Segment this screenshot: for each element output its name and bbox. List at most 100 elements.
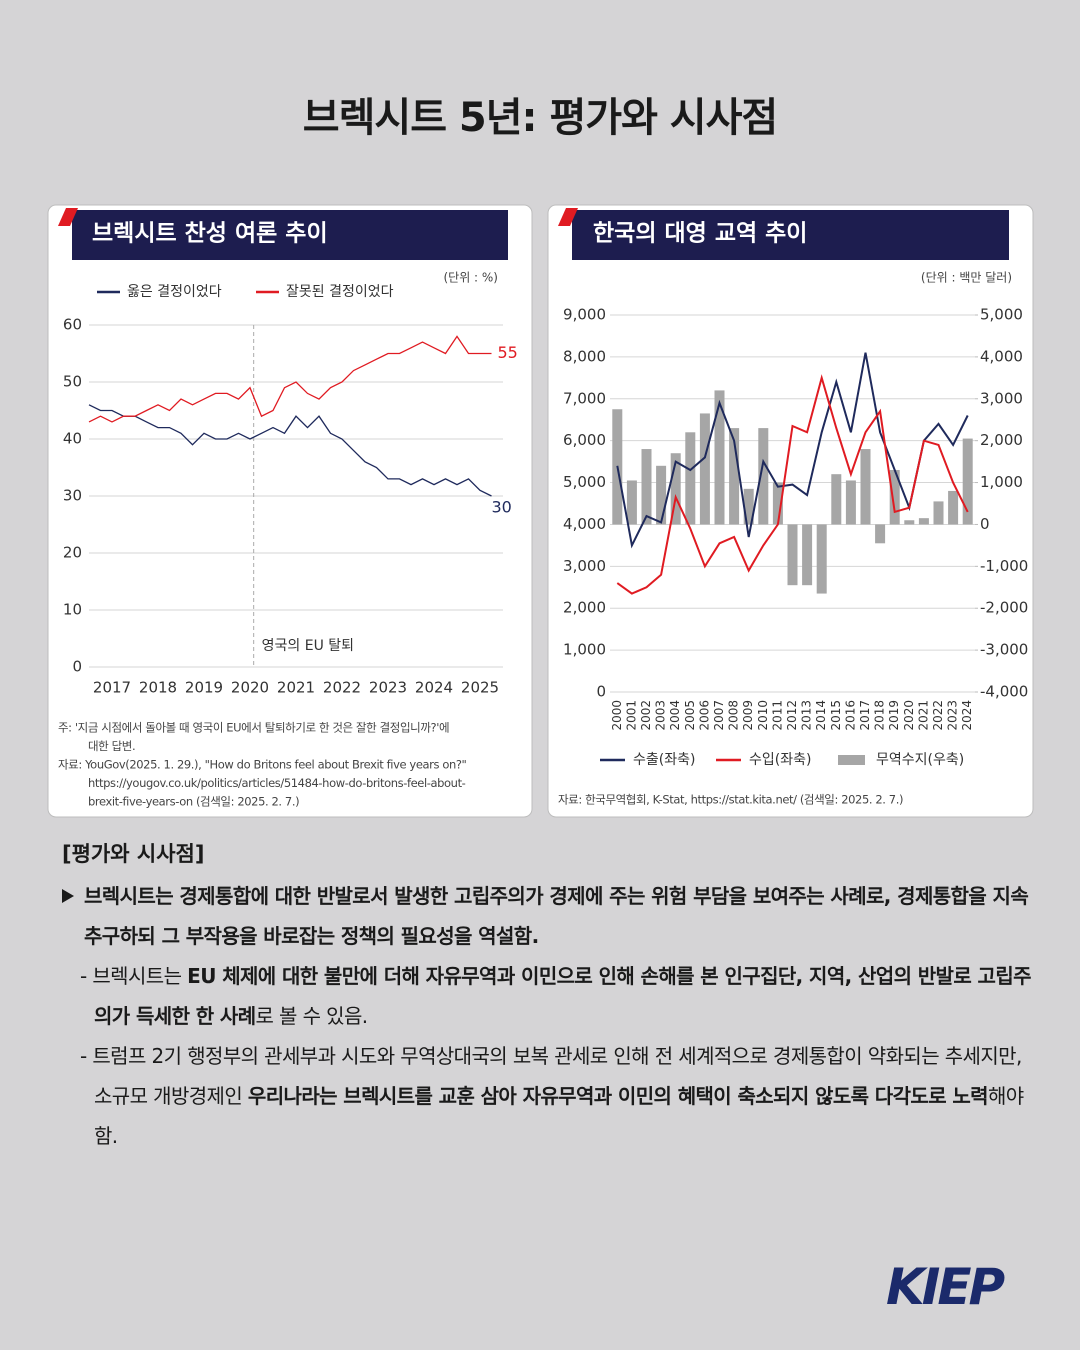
- bar: [670, 453, 681, 525]
- unit-label: (단위 : 백만 달러): [921, 271, 1012, 285]
- paragraph: 브렉시트는 경제통합에 대한 반발로서 발생한 고립주의가 경제에 주는 위험 …: [62, 876, 1032, 956]
- x-tick-label: 2013: [800, 700, 814, 731]
- x-tick-label: 2014: [814, 700, 828, 731]
- x-tick-label: 2018: [873, 700, 887, 731]
- series-line: [88, 335, 492, 423]
- x-tick-label: 2025: [461, 679, 499, 697]
- x-tick-label: 2018: [139, 679, 177, 697]
- annotation: 영국의 EU 탈퇴: [262, 638, 354, 654]
- x-tick-label: 2004: [668, 700, 682, 731]
- bar: [758, 428, 769, 525]
- header-accent: [58, 208, 78, 226]
- y2-tick-label: -1,000: [980, 557, 1028, 575]
- y2-tick-label: 3,000: [980, 389, 1023, 407]
- text-segment: 브렉시트는 경제통합에 대한 반발로서 발생한 고립주의가 경제에 주는 위험 …: [84, 884, 1029, 948]
- note: brexit-five-years-on (검색일: 2025. 2. 7.): [88, 795, 299, 809]
- panel: [47, 204, 533, 818]
- bullet: [62, 889, 74, 903]
- x-tick-label: 2024: [415, 679, 453, 697]
- x-tick-label: 2019: [185, 679, 223, 697]
- bar: [743, 488, 754, 525]
- x-tick-label: 2008: [727, 700, 741, 731]
- bar: [802, 524, 813, 586]
- legend-label: 무역수지(우축): [876, 752, 964, 768]
- y-tick-label: 2,000: [563, 599, 606, 617]
- x-tick-label: 2011: [770, 700, 784, 731]
- x-tick-label: 2010: [756, 700, 770, 731]
- bar: [918, 518, 929, 525]
- bar: [699, 413, 710, 525]
- note: 자료: 한국무역협회, K-Stat, https://stat.kita.ne…: [558, 793, 903, 807]
- bar: [685, 432, 696, 525]
- x-tick-label: 2019: [887, 700, 901, 731]
- end-label: 55: [498, 343, 518, 362]
- y-tick-label: 60: [63, 316, 82, 334]
- x-tick-label: 2020: [902, 700, 916, 731]
- end-label: 30: [492, 498, 512, 517]
- legend-label: 수출(좌축): [633, 752, 695, 768]
- bar: [933, 501, 944, 525]
- y-tick-label: 8,000: [563, 347, 606, 365]
- bar: [845, 480, 856, 525]
- y2-tick-label: 4,000: [980, 347, 1023, 365]
- y-tick-label: 30: [63, 487, 82, 505]
- y2-tick-label: -3,000: [980, 641, 1028, 659]
- bar: [714, 390, 725, 525]
- y-tick-label: 0: [596, 683, 606, 701]
- y2-tick-label: -2,000: [980, 599, 1028, 617]
- bar: [831, 474, 842, 525]
- text-segment: EU 체제에 대한 불만에 더해 자유무역과 이민으로 인해 손해를 본 인구집…: [94, 964, 1032, 1028]
- series-line: [616, 374, 969, 595]
- y-tick-label: 0: [72, 658, 82, 676]
- x-tick-label: 2003: [654, 700, 668, 731]
- note: 자료: YouGov(2025. 1. 29.), "How do Briton…: [58, 758, 467, 772]
- bar: [729, 428, 740, 525]
- x-tick-label: 2024: [960, 700, 974, 731]
- page-title: 브렉시트 5년: 평가와 시사점: [303, 95, 777, 141]
- bar: [904, 520, 915, 525]
- text-segment: - 브렉시트는: [80, 964, 188, 988]
- y-tick-label: 9,000: [563, 306, 606, 324]
- bar: [656, 465, 667, 525]
- x-tick-label: 2021: [916, 700, 930, 731]
- bar: [626, 480, 637, 525]
- x-tick-label: 2016: [843, 700, 857, 731]
- y2-tick-label: 5,000: [980, 306, 1023, 324]
- paragraph: - 트럼프 2기 행정부의 관세부과 시도와 무역상대국의 보복 관세로 인해 …: [62, 1036, 1032, 1156]
- x-tick-label: 2023: [946, 700, 960, 731]
- bar: [962, 438, 973, 525]
- note: 대한 답변.: [88, 739, 135, 753]
- y-tick-label: 10: [63, 601, 82, 619]
- paragraph: - 브렉시트는 EU 체제에 대한 불만에 더해 자유무역과 이민으로 인해 손…: [62, 956, 1032, 1036]
- note: https://yougov.co.uk/politics/articles/5…: [88, 776, 466, 790]
- x-tick-label: 2015: [829, 700, 843, 731]
- x-tick-label: 2017: [858, 700, 872, 731]
- y-tick-label: 6,000: [563, 431, 606, 449]
- legend-swatch: [838, 755, 865, 765]
- x-tick-label: 2006: [697, 700, 711, 731]
- paragraphs: 브렉시트는 경제통합에 대한 반발로서 발생한 고립주의가 경제에 주는 위험 …: [62, 876, 1032, 1156]
- x-tick-label: 2005: [683, 700, 697, 731]
- bar: [641, 449, 652, 525]
- x-tick-label: 2007: [712, 700, 726, 731]
- x-tick-label: 2020: [231, 679, 269, 697]
- y-tick-label: 3,000: [563, 557, 606, 575]
- x-tick-label: 2021: [277, 679, 315, 697]
- legend-label: 수입(좌축): [749, 752, 811, 768]
- y-tick-label: 40: [63, 430, 82, 448]
- y2-tick-label: -4,000: [980, 683, 1028, 701]
- panel: [547, 204, 1034, 818]
- y-tick-label: 50: [63, 373, 82, 391]
- section: [평가와 시사점] 브렉시트는 경제통합에 대한 반발로서 발생한 고립주의가 …: [62, 838, 1032, 1156]
- x-tick-label: 2009: [741, 700, 755, 731]
- header-accent: [558, 208, 578, 226]
- x-tick-label: 2022: [931, 700, 945, 731]
- legend-label: 옳은 결정이었다: [127, 284, 222, 300]
- text-segment: 해야 함.: [94, 1084, 1024, 1148]
- series-line: [88, 404, 492, 497]
- charts: 브렉시트 5년: 평가와 시사점 브렉시트 찬성 여론 추이 한국의 대영 교역…: [47, 95, 1034, 818]
- bar: [860, 449, 871, 525]
- x-tick-label: 2012: [785, 700, 799, 731]
- bar: [875, 524, 886, 544]
